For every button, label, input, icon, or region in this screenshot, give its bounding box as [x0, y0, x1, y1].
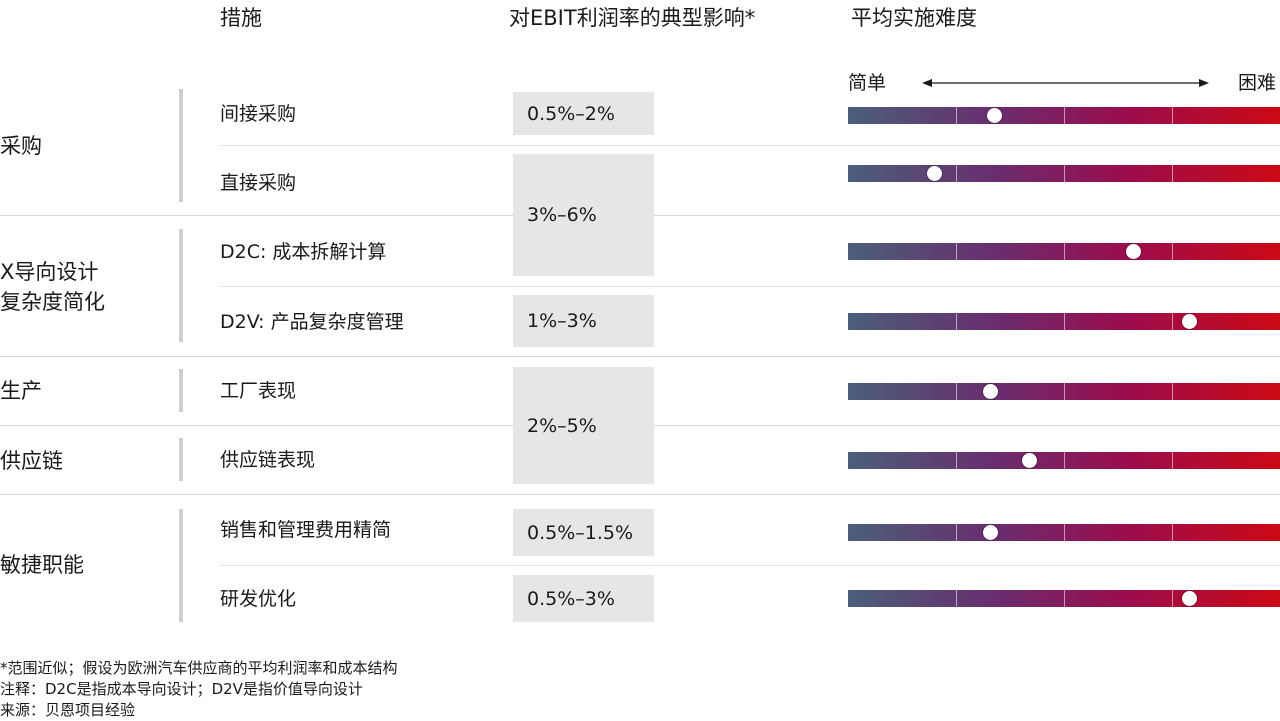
- measure-label: 间接采购: [220, 103, 297, 125]
- impact-range-box: 1%–3%: [513, 295, 654, 347]
- double-arrow-icon: [922, 79, 1209, 87]
- impact-range-box: 0.5%–2%: [513, 92, 654, 135]
- scale-hard-label: 困难: [1238, 72, 1277, 94]
- impact-range-box: 3%–6%: [513, 154, 654, 276]
- footnote-source: 来源：贝恩项目经验: [0, 701, 136, 719]
- difficulty-bar-tick: [1172, 107, 1173, 124]
- difficulty-marker: [987, 108, 1003, 123]
- group-label-design-line1: X导向设计: [0, 260, 99, 284]
- impact-range-box: 2%–5%: [513, 367, 654, 484]
- measure-label: 直接采购: [220, 172, 297, 194]
- difficulty-bar: [848, 165, 1280, 182]
- group-label-procurement: 采购: [0, 134, 42, 158]
- measure-label: 供应链表现: [220, 449, 316, 471]
- difficulty-marker: [983, 384, 999, 399]
- footnote-note: 注释：D2C是指成本导向设计；D2V是指价值导向设计: [0, 680, 363, 698]
- impact-column-header: 对EBIT利润率的典型影响*: [509, 6, 756, 30]
- group-label-design-line2: 复杂度简化: [0, 290, 105, 314]
- impact-range-box: 0.5%–3%: [513, 575, 654, 622]
- difficulty-column-header: 平均实施难度: [851, 6, 977, 30]
- difficulty-bar: [848, 243, 1280, 260]
- footnote-range: *范围近似；假设为欧洲汽车供应商的平均利润率和成本结构: [0, 659, 398, 677]
- difficulty-bar-tick: [956, 313, 957, 330]
- row-divider: [220, 286, 1280, 287]
- difficulty-bar-tick: [1172, 313, 1173, 330]
- group-bracket: [179, 509, 183, 622]
- difficulty-bar-tick: [1172, 452, 1173, 469]
- difficulty-bar-tick: [956, 243, 957, 260]
- measure-label: 销售和管理费用精简: [220, 519, 392, 541]
- difficulty-marker: [1181, 314, 1197, 329]
- measure-label: 工厂表现: [220, 380, 297, 402]
- difficulty-marker: [926, 166, 942, 181]
- impact-range-box: 0.5%–1.5%: [513, 509, 654, 556]
- difficulty-bar-tick: [1172, 590, 1173, 607]
- group-bracket: [179, 229, 183, 342]
- group-label-production: 生产: [0, 379, 42, 403]
- difficulty-bar-tick: [1064, 165, 1065, 182]
- difficulty-bar-tick: [1172, 524, 1173, 541]
- group-divider: [0, 494, 1280, 495]
- measure-label: 研发优化: [220, 588, 297, 610]
- difficulty-bar: [848, 107, 1280, 124]
- difficulty-bar-tick: [956, 383, 957, 400]
- difficulty-marker: [983, 525, 999, 540]
- difficulty-bar-tick: [1172, 165, 1173, 182]
- difficulty-bar-tick: [1172, 383, 1173, 400]
- difficulty-bar-tick: [956, 524, 957, 541]
- difficulty-bar-tick: [1064, 524, 1065, 541]
- group-bracket: [179, 369, 183, 412]
- difficulty-bar-tick: [1064, 590, 1065, 607]
- difficulty-bar-tick: [1172, 243, 1173, 260]
- difficulty-bar: [848, 313, 1280, 330]
- group-bracket: [179, 438, 183, 481]
- difficulty-bar: [848, 452, 1280, 469]
- difficulty-bar-tick: [956, 590, 957, 607]
- group-bracket: [179, 89, 183, 202]
- measure-label: D2C: 成本拆解计算: [220, 241, 387, 263]
- difficulty-bar: [848, 383, 1280, 400]
- difficulty-marker: [1021, 453, 1037, 468]
- row-divider: [220, 565, 1280, 566]
- difficulty-marker: [1181, 591, 1197, 606]
- scale-easy-label: 简单: [848, 72, 887, 94]
- measure-column-header: 措施: [220, 6, 262, 30]
- group-divider: [0, 356, 1280, 357]
- measure-label: D2V: 产品复杂度管理: [220, 311, 404, 333]
- difficulty-bar-tick: [1064, 107, 1065, 124]
- difficulty-bar-tick: [956, 452, 957, 469]
- difficulty-bar-tick: [1064, 452, 1065, 469]
- difficulty-marker: [1125, 244, 1141, 259]
- difficulty-bar: [848, 590, 1280, 607]
- row-divider: [220, 145, 1280, 146]
- group-label-supply-chain: 供应链: [0, 449, 63, 473]
- difficulty-bar-tick: [956, 107, 957, 124]
- difficulty-bar-tick: [1064, 313, 1065, 330]
- difficulty-bar-tick: [1064, 383, 1065, 400]
- difficulty-bar-tick: [1064, 243, 1065, 260]
- group-label-agile-functions: 敏捷职能: [0, 553, 84, 577]
- difficulty-bar-tick: [956, 165, 957, 182]
- difficulty-bar: [848, 524, 1280, 541]
